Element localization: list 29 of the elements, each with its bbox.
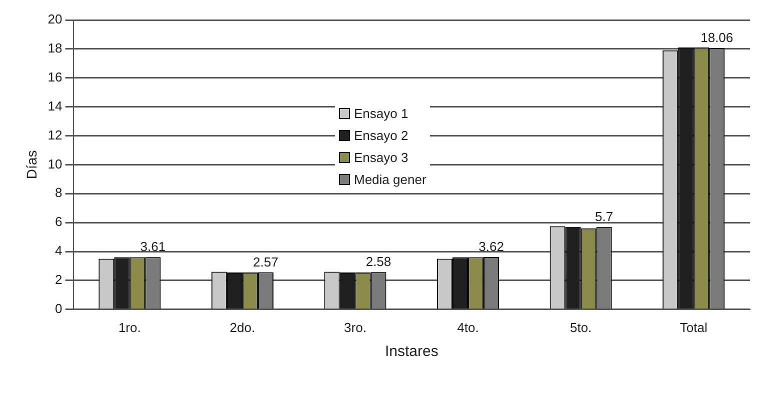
x-tick-label: 4to. [457, 320, 479, 335]
legend-label: Ensayo 1 [354, 106, 408, 120]
x-tick-label: 1ro. [118, 320, 141, 335]
data-label: 5.7 [595, 209, 614, 224]
data-label: 18.06 [700, 30, 734, 46]
x-tick-label: 5to. [570, 320, 592, 335]
legend-label: Ensayo 2 [354, 128, 408, 142]
legend-label: Ensayo 3 [354, 150, 408, 164]
y-tick-label: 18 [48, 40, 62, 56]
y-tick-label: 12 [48, 127, 62, 142]
y-tick-label: 14 [48, 98, 62, 114]
y-tick-label: 8 [55, 185, 62, 200]
data-label: 2.57 [253, 254, 278, 270]
data-label: 3.61 [140, 239, 166, 254]
y-tick-label: 4 [55, 243, 62, 258]
data-label: 3.62 [478, 239, 504, 254]
y-axis-title: Días [23, 150, 40, 180]
y-tick-label: 2 [55, 272, 62, 288]
data-label: 2.58 [366, 254, 392, 270]
x-tick-label: 3ro. [344, 320, 366, 335]
x-tick-label: 2do. [230, 320, 256, 335]
x-axis-title: Instares [384, 343, 438, 360]
y-tick-label: 10 [48, 156, 62, 172]
legend-label: Media gener [354, 172, 426, 186]
y-tick-label: 16 [48, 69, 62, 84]
y-tick-label: 0 [55, 300, 62, 316]
y-tick-label: 20 [48, 12, 62, 27]
x-tick-label: Total [680, 320, 708, 335]
y-tick-label: 6 [55, 214, 62, 230]
